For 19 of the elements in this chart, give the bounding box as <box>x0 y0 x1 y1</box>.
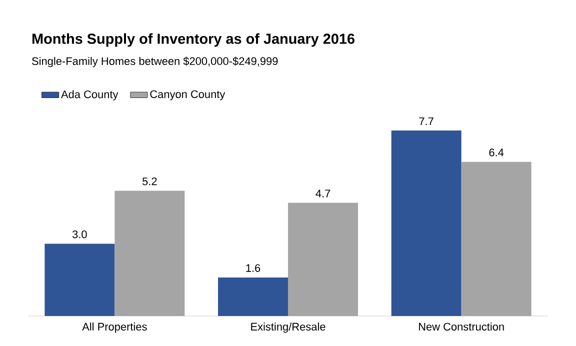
legend-label: Canyon County <box>150 90 226 100</box>
chart-title: Months Supply of Inventory as of January 2016 <box>32 33 354 47</box>
x-tick-label: All Properties <box>82 322 147 333</box>
bar <box>391 130 462 316</box>
chart-subtitle: Single-Family Homes between $200,000-$249,999 <box>32 56 278 68</box>
bar <box>114 190 185 316</box>
x-tick-label: New Construction <box>419 322 504 331</box>
bar <box>288 202 358 316</box>
x-tick-label: Existing/Resale <box>251 322 326 333</box>
bar <box>461 162 532 316</box>
bar <box>44 244 115 316</box>
data-label: 7.7 <box>419 117 434 125</box>
data-label: 3.0 <box>72 230 87 238</box>
data-label: 6.4 <box>489 148 504 156</box>
data-label: 5.2 <box>142 177 157 186</box>
bar <box>218 277 288 316</box>
legend-label: Ada County <box>61 90 118 100</box>
data-label: 1.6 <box>246 264 260 272</box>
data-label: 4.7 <box>316 190 330 198</box>
